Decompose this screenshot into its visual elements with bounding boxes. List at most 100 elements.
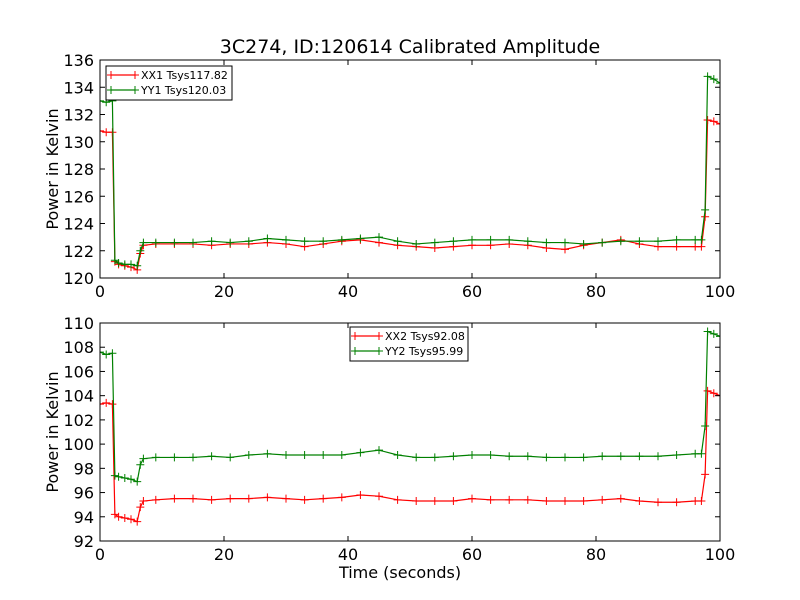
y-axis-label: Power in Kelvin: [43, 371, 62, 492]
data-point-marker: [542, 497, 551, 506]
y-axis-label: Power in Kelvin: [43, 108, 62, 229]
bottom-plot-panel: 0 20 40 60 80 100 92 94 96 98 100 102 104 106 108 110 Po…: [43, 314, 735, 582]
data-point-marker: [226, 453, 235, 462]
data-point-marker: [635, 237, 644, 246]
x-tick-label: 100: [705, 545, 736, 564]
data-point-marker: [136, 246, 145, 255]
data-point-marker: [393, 495, 402, 504]
data-point-marker: [561, 245, 569, 254]
data-point-marker: [412, 453, 421, 462]
data-point-marker: [716, 332, 720, 341]
legend-marker: [107, 71, 115, 79]
data-point-marker: [139, 497, 148, 506]
data-point-marker: [263, 449, 272, 458]
data-point-marker: [139, 454, 148, 463]
legend-box: [349, 326, 469, 362]
data-point-marker: [709, 389, 718, 398]
legend: XX1 Tsys117.82 YY1 Tsys120.03: [105, 65, 233, 101]
data-point-marker: [468, 494, 476, 503]
x-tick-label: 0: [95, 282, 105, 301]
y-tick-label: 98: [74, 459, 94, 478]
legend-marker: [351, 347, 359, 355]
data-point-marker: [579, 453, 588, 462]
data-point-marker: [337, 451, 346, 460]
data-point-marker: [703, 386, 712, 395]
data-point-marker: [486, 495, 495, 504]
data-point-marker: [505, 235, 514, 244]
data-point-marker: [110, 471, 119, 480]
y-tick-label: 128: [63, 160, 94, 179]
y-tick-label: 130: [63, 133, 94, 152]
data-point-marker: [598, 495, 607, 504]
top-plot-panel: 0 20 40 60 80 100 120 122 124 126 128 130 132 134 136 P…: [43, 51, 735, 301]
data-point-marker: [412, 239, 421, 248]
data-point-marker: [468, 235, 476, 244]
data-point-marker: [430, 238, 439, 247]
x-tick-label: 60: [462, 545, 482, 564]
data-point-marker: [207, 452, 216, 461]
data-point-marker: [616, 237, 625, 246]
data-point-marker: [486, 235, 495, 244]
y-tick-label: 108: [63, 338, 94, 357]
data-point-marker: [189, 453, 197, 462]
data-point-marker: [701, 421, 710, 430]
data-point-marker: [127, 260, 135, 269]
data-point-marker: [300, 451, 309, 460]
data-point-marker: [356, 490, 365, 499]
data-point-marker: [716, 79, 720, 88]
y-tick-label: 124: [63, 215, 94, 234]
data-point-marker: [356, 448, 365, 457]
legend-box: [105, 65, 233, 101]
x-tick-label: 60: [462, 282, 482, 301]
y-tick-label: 134: [63, 78, 94, 97]
series-xx2: [100, 386, 720, 526]
data-point-marker: [654, 237, 662, 246]
data-point-marker: [505, 452, 514, 461]
data-point-marker: [189, 238, 197, 247]
data-point-marker: [697, 449, 706, 458]
data-point-marker: [100, 400, 104, 409]
data-point-marker: [170, 453, 179, 462]
data-point-marker: [598, 238, 607, 247]
x-tick-label: 100: [705, 282, 736, 301]
data-point-marker: [356, 234, 365, 243]
data-point-marker: [127, 475, 135, 484]
data-point-marker: [300, 495, 309, 504]
data-point-marker: [672, 498, 681, 507]
legend: XX2 Tsys92.08 YY2 Tsys95.99: [349, 326, 469, 362]
x-axis-label: Time (seconds): [338, 563, 461, 582]
data-point-marker: [189, 494, 197, 503]
legend-marker: [107, 86, 115, 94]
data-point-marker: [701, 205, 710, 214]
data-point-marker: [151, 495, 160, 504]
data-point-marker: [133, 261, 142, 270]
data-point-marker: [542, 453, 551, 462]
x-tick-label: 80: [586, 282, 606, 301]
data-point-marker: [709, 329, 718, 338]
data-point-marker: [449, 237, 458, 246]
data-point-marker: [226, 238, 235, 247]
data-point-marker: [100, 96, 104, 105]
data-point-marker: [151, 238, 160, 247]
data-point-marker: [170, 238, 179, 247]
data-point-marker: [697, 497, 706, 506]
data-point-marker: [598, 452, 607, 461]
data-point-marker: [672, 451, 681, 460]
data-point-marker: [701, 470, 710, 479]
data-point-marker: [319, 494, 328, 503]
legend-marker: [351, 332, 359, 340]
data-point-marker: [635, 497, 644, 506]
data-point-marker: [393, 451, 402, 460]
data-point-marker: [375, 492, 383, 501]
data-point-marker: [108, 400, 117, 409]
data-point-marker: [697, 235, 706, 244]
data-point-marker: [703, 115, 712, 124]
data-point-marker: [282, 494, 290, 503]
data-point-marker: [170, 494, 179, 503]
legend-label: XX1 Tsys117.82: [141, 69, 228, 82]
data-point-marker: [127, 515, 135, 524]
data-point-marker: [151, 453, 160, 462]
x-tick-label: 80: [586, 545, 606, 564]
data-point-marker: [263, 234, 272, 243]
series-yy2: [100, 327, 720, 486]
